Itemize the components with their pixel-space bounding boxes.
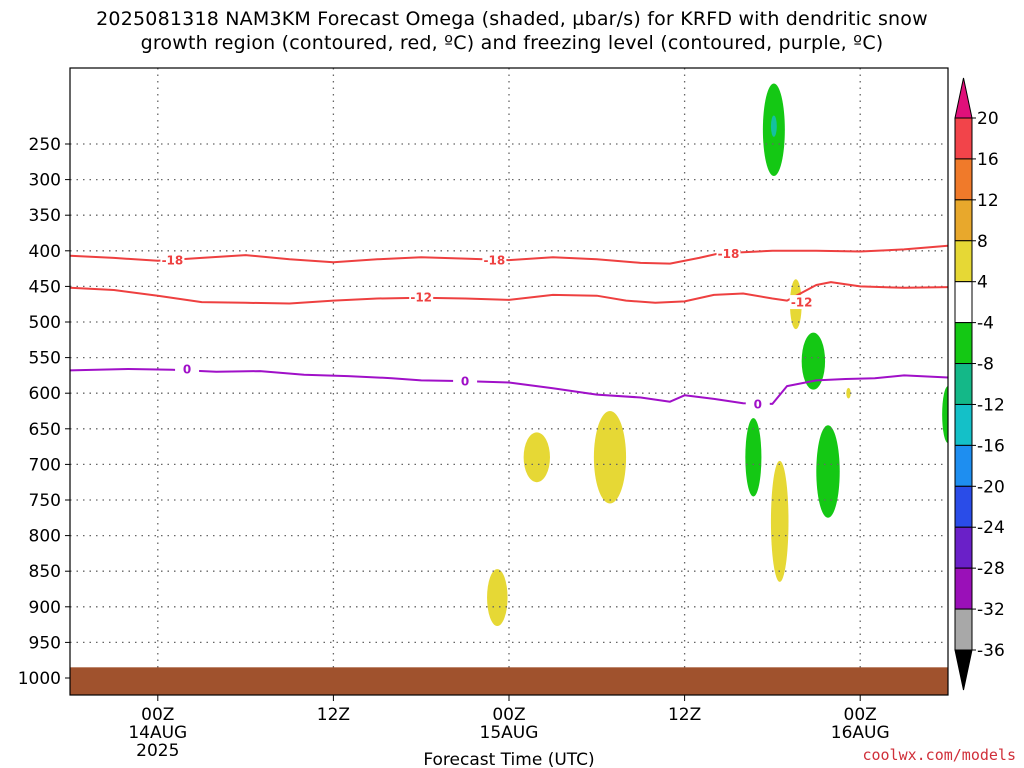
omega-region-10 <box>816 425 840 518</box>
colorbar-box <box>954 526 973 569</box>
ground-fill <box>70 667 948 695</box>
colorbar-label: -32 <box>977 600 1005 620</box>
omega-region-3 <box>770 460 789 582</box>
colorbar-label: -24 <box>977 518 1005 538</box>
colorbar-box <box>954 240 973 283</box>
colorbar-box <box>954 199 973 242</box>
contour-label-bg <box>716 246 741 261</box>
colorbar-label: -16 <box>977 436 1005 456</box>
y-tick-label: 800 <box>29 527 61 547</box>
y-tick-label: 850 <box>29 562 61 582</box>
x-tick-label: 00Z <box>141 705 174 725</box>
contour-label-bg <box>745 396 770 411</box>
x-tick-date: 16AUG <box>831 723 890 743</box>
x-tick-label: 12Z <box>668 705 701 725</box>
colorbar-box <box>954 117 973 160</box>
omega-region-11 <box>942 386 948 444</box>
omega-region-7 <box>770 115 777 137</box>
chart-title-line1: 2025081318 NAM3KM Forecast Omega (shaded… <box>96 8 928 30</box>
y-tick-label: 700 <box>29 455 61 475</box>
omega-region-1 <box>593 411 627 504</box>
contours: -18 -18 -18 -12 -12 0 0 0 <box>70 244 948 411</box>
omega-shading <box>487 83 948 627</box>
contour-line-0 <box>70 368 948 405</box>
colorbar: 20 16 12 8 4 -4 -8 -12 -16 -20 -24 -28 -32 -36 <box>954 77 1005 691</box>
colorbar-box <box>954 281 973 324</box>
y-tick-label: 600 <box>29 384 61 404</box>
colorbar-label: 16 <box>977 150 999 170</box>
contour-label: -12 <box>791 296 813 310</box>
x-tick-label: 00Z <box>492 705 525 725</box>
contour-line--18 <box>70 244 948 265</box>
omega-region-0 <box>523 432 550 483</box>
contour-label-bg <box>409 290 434 305</box>
colorbar-box <box>954 322 973 365</box>
contour-label: -12 <box>410 291 432 305</box>
contour-label-bg <box>160 253 185 268</box>
y-tick-label: 950 <box>29 633 61 653</box>
y-axis: 250 300 350 400 450 500 550 600 650 700 750 800 850 9… <box>18 135 70 689</box>
omega-region-8 <box>801 332 826 390</box>
colorbar-label: 4 <box>977 273 988 293</box>
contour-label: 0 <box>461 375 469 389</box>
x-axis-label: Forecast Time (UTC) <box>423 750 594 768</box>
omega-region-2 <box>487 569 508 627</box>
contour-label-bg <box>175 361 200 376</box>
contour-label-bg <box>453 374 478 389</box>
colorbar-box <box>954 485 973 528</box>
colorbar-box <box>954 567 973 610</box>
colorbar-label: -28 <box>977 559 1005 579</box>
x-tick-date: 15AUG <box>480 723 539 743</box>
x-tick-date: 14AUG <box>128 723 187 743</box>
colorbar-label: 8 <box>977 232 988 252</box>
colorbar-box <box>954 608 973 651</box>
colorbar-label: -36 <box>977 641 1005 661</box>
contour-label: -18 <box>718 247 740 261</box>
contour-line--12 <box>70 281 948 305</box>
colorbar-box <box>954 363 973 405</box>
colorbar-box <box>954 158 973 201</box>
colorbar-label: -20 <box>977 477 1005 497</box>
chart-title-line2: growth region (contoured, red, ºC) and f… <box>140 32 884 54</box>
colorbar-bottom-arrow <box>954 649 973 691</box>
contour-label-bg <box>482 253 507 268</box>
ground <box>70 667 948 695</box>
x-tick-year: 2025 <box>136 741 179 761</box>
y-tick-label: 750 <box>29 491 61 511</box>
colorbar-label: 12 <box>977 191 999 211</box>
colorbar-box <box>954 444 973 487</box>
credit-text: coolwx.com/models <box>862 746 1016 764</box>
x-tick-label: 00Z <box>844 705 877 725</box>
omega-region-5 <box>846 387 851 399</box>
contour-label: 0 <box>754 397 762 411</box>
y-tick-label: 300 <box>29 171 61 191</box>
y-tick-label: 900 <box>29 598 61 618</box>
y-tick-label: 550 <box>29 349 61 369</box>
y-tick-label: 350 <box>29 206 61 226</box>
colorbar-label: -4 <box>977 314 994 334</box>
colorbar-box <box>954 403 973 446</box>
y-tick-label: 450 <box>29 277 61 297</box>
colorbar-label: 20 <box>977 109 999 129</box>
colorbar-label: -12 <box>977 395 1005 415</box>
y-tick-label: 1000 <box>18 669 61 689</box>
colorbar-top-arrow <box>954 77 973 119</box>
contour-label-bg <box>789 295 814 310</box>
y-tick-label: 250 <box>29 135 61 155</box>
contour-label: 0 <box>183 362 191 376</box>
y-tick-label: 650 <box>29 420 61 440</box>
omega-region-9 <box>745 418 762 497</box>
x-tick-label: 12Z <box>317 705 350 725</box>
y-tick-label: 500 <box>29 313 61 333</box>
contour-label: -18 <box>484 254 506 268</box>
y-tick-label: 400 <box>29 242 61 262</box>
contour-label: -18 <box>162 254 184 268</box>
colorbar-label: -8 <box>977 355 994 375</box>
